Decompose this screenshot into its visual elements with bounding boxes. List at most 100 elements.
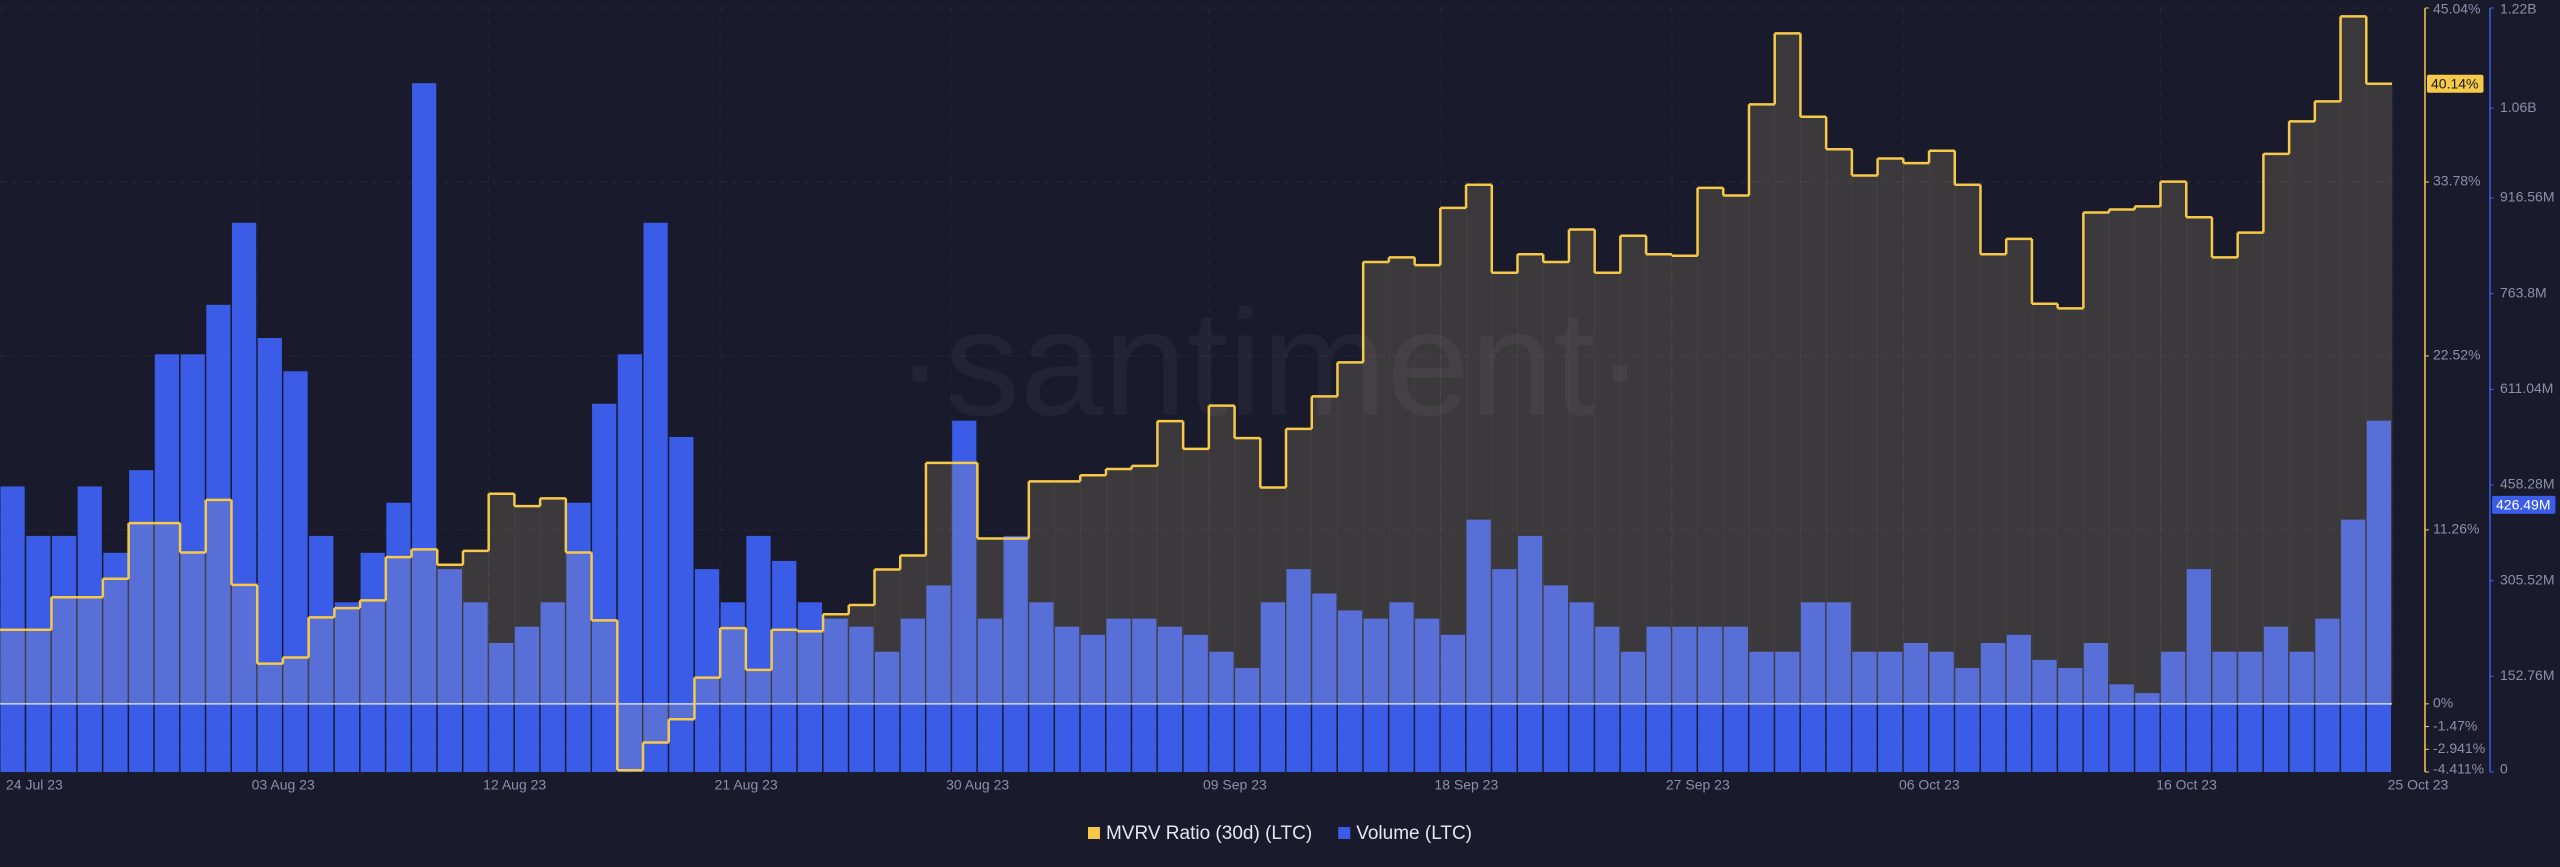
y-tick-label: 33.78% [2433,173,2480,189]
volume-bar [1903,642,1929,772]
mvrv-area [1054,481,1081,704]
mvrv-area [900,555,927,704]
mvrv-area [540,498,567,704]
volume-bar [1929,651,1954,772]
volume-bar [1312,593,1337,772]
volume-bar [360,552,385,772]
volume-bar [1749,651,1774,772]
y2-tick-label: 0 [2500,761,2508,777]
mvrv-area [951,462,978,704]
mvrv-area [231,584,258,704]
volume-bar [2315,618,2340,772]
volume-bar [952,420,977,772]
mvrv-area [1260,487,1287,704]
mvrv-area [848,604,875,704]
volume-bar [2238,651,2263,772]
volume-bar [1852,651,1877,772]
y2-tick-label: 763.8M [2500,284,2547,300]
mvrv-area [514,506,541,704]
volume-bar [1286,569,1311,772]
volume-bar [309,535,334,772]
mvrv-area [1748,104,1776,704]
mvrv-area [1826,149,1853,704]
volume-bar [1260,602,1286,772]
mvrv-area [643,703,670,743]
mvrv-area [77,597,104,704]
y2-tick-label: 1.22B [2500,1,2537,17]
volume-bar [1620,651,1646,772]
volume-bar [823,618,848,772]
volume-bar [2058,668,2083,772]
mvrv-area [1337,362,1364,704]
volume-bar [669,436,694,772]
volume-bar [874,651,900,772]
legend-text: MVRV Ratio (30d) (LTC) [1106,823,1312,844]
mvrv-area [1851,175,1878,704]
mvrv-area [1234,438,1261,704]
volume-bar [2161,651,2186,772]
volume-bar [1132,618,1157,772]
x-tick-label: 06 Oct 23 [1899,777,1960,793]
mvrv-area [565,552,592,704]
mvrv-area [1800,116,1827,704]
volume-bar [1235,668,1260,772]
mvrv-area [488,493,515,704]
y-tick-label: 11.26% [2433,521,2479,537]
volume-bar [489,642,514,772]
volume-bar [334,602,360,772]
y-tick-label: 22.52% [2433,347,2480,363]
x-tick-label: 16 Oct 23 [2156,777,2217,793]
mvrv-area [797,631,824,704]
mvrv-area [257,663,284,704]
mvrv-area [617,703,644,771]
mvrv-area [1105,469,1132,704]
mvrv-area [1286,428,1313,704]
mvrv-area [1594,272,1621,704]
legend-swatch [1087,827,1100,839]
mvrv-area [2134,206,2161,704]
mvrv-area [2083,212,2110,704]
volume-bar [2109,684,2134,772]
mvrv-area [0,629,27,704]
volume-bar [772,560,797,772]
y2-tick-label: 152.76M [2500,667,2554,683]
x-tick-label: 18 Sep 23 [1434,777,1498,793]
mvrv-area [462,550,489,704]
volume-bar [1055,626,1080,772]
mvrv-area [2263,153,2290,704]
mvrv-area [25,629,52,704]
mvrv-area [874,569,901,704]
y-tick-label: -1.47% [2433,717,2477,733]
x-tick-label: 24 Jul 23 [6,777,63,793]
mvrv-area [1157,421,1184,704]
volume-bar [1543,585,1568,772]
volume-bar [1569,602,1594,772]
mvrv-area [1646,254,1673,704]
mvrv-area [1723,195,1750,704]
volume-bar [1980,642,2006,772]
mvrv-area [745,669,772,704]
x-tick-label: 09 Sep 23 [1203,777,1267,793]
mvrv-area [720,628,747,704]
volume-bar [2341,519,2366,772]
volume-bar [412,83,437,773]
volume-bar [2032,659,2057,772]
mvrv-area [205,499,232,704]
current-value-box [2492,495,2556,514]
legend-text: Volume (LTC) [1356,823,1472,844]
mvrv-area [2186,217,2213,704]
volume-bar [1363,618,1388,772]
mvrv-area [694,677,721,704]
mvrv-area [1671,255,1698,704]
volume-bar [1595,626,1620,772]
volume-bar [592,403,617,772]
volume-bar [231,222,257,772]
volume-bar [1518,535,1543,772]
volume-bar [746,535,771,772]
mvrv-area [1183,448,1210,704]
mvrv-area [308,617,335,704]
y-tick-label: -2.941% [2433,740,2485,756]
volume-bar [1389,602,1414,772]
volume-bar [1955,668,1980,772]
